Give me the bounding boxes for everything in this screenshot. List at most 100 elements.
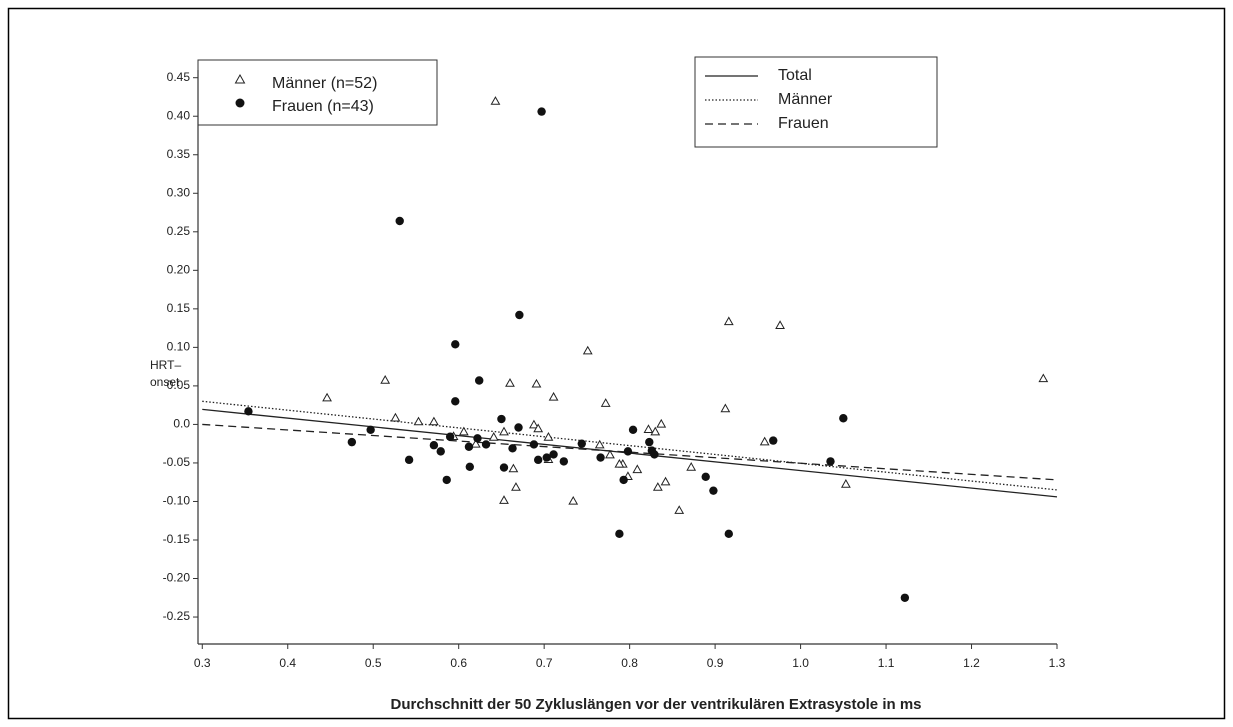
point: [428, 416, 439, 426]
point: [724, 529, 733, 539]
y-tick-label: -0.25: [163, 609, 191, 623]
point: [632, 464, 643, 474]
point: [497, 414, 506, 424]
point: [759, 436, 770, 446]
y-tick-label: -0.15: [163, 532, 191, 546]
point: [723, 316, 734, 326]
point: [568, 495, 579, 505]
point: [623, 447, 633, 456]
y-tick-label: -0.10: [163, 494, 191, 508]
y-tick-label: -0.05: [163, 455, 191, 469]
point: [548, 391, 559, 401]
x-tick-label: 0.8: [621, 656, 638, 670]
point: [508, 463, 519, 473]
x-tick-label: 1.3: [1049, 656, 1066, 670]
point: [499, 426, 509, 436]
point: [543, 431, 554, 441]
legend-label: Frauen (n=43): [272, 98, 374, 115]
point: [413, 416, 424, 426]
point: [390, 412, 401, 422]
point: [475, 376, 484, 385]
point: [347, 437, 357, 447]
point: [465, 462, 475, 471]
y-tick-label: 0.20: [167, 262, 191, 276]
point: [490, 96, 501, 105]
point: [458, 426, 469, 436]
x-tick-label: 1.0: [792, 656, 809, 670]
x-tick-label: 0.5: [365, 656, 382, 670]
point: [652, 482, 663, 491]
point: [436, 447, 445, 456]
point: [559, 457, 569, 466]
point: [582, 345, 593, 355]
point: [594, 439, 605, 449]
point: [600, 398, 611, 407]
point: [619, 475, 628, 485]
legend-label: Männer: [778, 91, 833, 108]
point: [514, 423, 523, 432]
y-axis-label: HRT–: [150, 358, 181, 372]
y-tick-label: -0.20: [163, 571, 191, 585]
point: [531, 378, 542, 388]
point: [464, 442, 474, 451]
y-tick-label: 0.45: [167, 70, 191, 84]
legend-label: Total: [778, 67, 812, 84]
point: [900, 593, 910, 602]
x-tick-label: 1.1: [878, 656, 895, 670]
point: [656, 418, 667, 428]
point: [577, 439, 586, 448]
y-tick-label: 0.30: [167, 185, 191, 199]
point: [537, 107, 546, 116]
point: [628, 425, 638, 435]
point: [533, 455, 543, 465]
y-axis-label: onset: [150, 375, 180, 389]
point: [614, 458, 625, 468]
point: [505, 378, 515, 387]
point: [404, 455, 414, 465]
x-tick-label: 0.4: [279, 656, 296, 670]
legend-label: Frauen: [778, 115, 829, 132]
y-tick-label: 0.25: [167, 224, 191, 238]
legend-label: Männer (n=52): [272, 75, 377, 92]
point: [645, 437, 654, 447]
point: [533, 423, 544, 433]
point: [775, 320, 785, 329]
point: [481, 440, 491, 449]
point: [709, 486, 718, 495]
point: [1038, 373, 1049, 383]
y-tick-label: 0.15: [167, 301, 191, 315]
y-tick-label: 0.0: [173, 417, 190, 431]
point: [826, 457, 835, 466]
legend-marker: [235, 98, 245, 108]
legend-box: [694, 56, 938, 148]
frame: [7, 7, 1226, 720]
y-tick-label: 0.35: [167, 147, 191, 161]
x-tick-label: 0.3: [194, 656, 211, 670]
y-tick-label: 0.40: [167, 108, 191, 122]
point: [445, 432, 455, 441]
y-tick-label: 0.05: [167, 378, 191, 392]
point: [701, 472, 710, 482]
point: [380, 374, 391, 384]
point: [451, 340, 460, 349]
x-tick-label: 0.6: [450, 656, 467, 670]
point: [549, 450, 558, 459]
point: [720, 403, 731, 413]
x-axis-label: Durchschnitt der 50 Zykluslängen vor der…: [390, 696, 921, 713]
point: [511, 482, 521, 491]
point: [529, 419, 539, 429]
point: [605, 449, 615, 459]
point: [643, 424, 654, 434]
point: [442, 475, 451, 485]
point: [615, 529, 624, 539]
point: [451, 397, 460, 406]
point: [244, 407, 253, 416]
point: [529, 440, 539, 449]
point: [650, 450, 659, 459]
point: [488, 431, 499, 441]
point: [686, 462, 697, 471]
point: [515, 310, 524, 320]
x-tick-label: 0.9: [707, 656, 724, 670]
point: [499, 463, 509, 472]
